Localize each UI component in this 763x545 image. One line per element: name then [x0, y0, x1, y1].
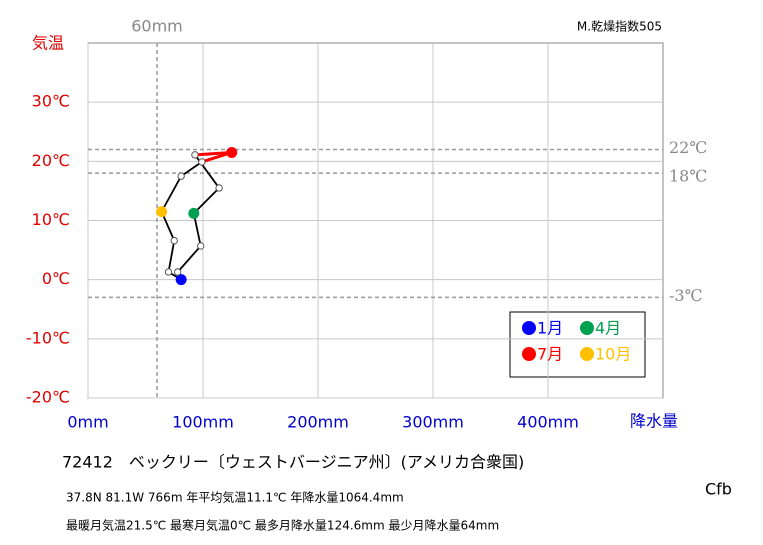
climate-segment — [180, 161, 203, 177]
month-point — [198, 158, 206, 166]
y-tick-label: 30℃ — [32, 92, 70, 111]
legend-label: 4月 — [595, 319, 621, 338]
y-axis-label: 気温 — [32, 34, 64, 53]
month-point-highlight — [156, 206, 168, 218]
legend-label: 10月 — [595, 345, 631, 364]
station-title: 72412 ベックリー〔ウェストバージニア州〕(アメリカ合衆国) — [62, 453, 524, 472]
x-tick-label: 0mm — [67, 413, 108, 432]
legend-marker — [522, 347, 536, 361]
month-point-highlight — [226, 146, 238, 158]
month-point — [177, 172, 185, 180]
koppen: Cfb — [705, 480, 732, 499]
month-point — [197, 242, 205, 250]
legend-marker — [522, 321, 536, 335]
y-tick-label: 10℃ — [32, 210, 70, 229]
y-tick-label: -10℃ — [26, 328, 70, 347]
month-point-highlight — [175, 274, 187, 286]
month-point — [215, 184, 223, 192]
reference-label: 18℃ — [669, 167, 707, 186]
x-tick-label: 300mm — [402, 413, 464, 432]
reference-label: -3℃ — [669, 286, 702, 305]
month-point — [174, 268, 182, 276]
climate-segment — [167, 240, 176, 273]
month-point — [170, 236, 178, 245]
x-axis-label: 降水量 — [630, 412, 678, 431]
climate-segment — [160, 175, 182, 213]
x-tick-label: 200mm — [287, 413, 349, 432]
x-tick-label: 400mm — [517, 413, 579, 432]
aridity-index: M.乾燥指数505 — [577, 19, 662, 34]
info-line: 最暖月気温21.5℃ 最寒月気温0℃ 最多月降水量124.6mm 最少月降水量6… — [66, 518, 499, 533]
reference-label: 60mm — [131, 17, 183, 36]
y-tick-label: 0℃ — [42, 269, 70, 288]
month-point — [191, 151, 199, 159]
legend-label: 7月 — [537, 345, 563, 364]
legend-marker — [580, 347, 594, 361]
legend-label: 1月 — [537, 319, 563, 338]
y-tick-label: -20℃ — [26, 388, 70, 407]
climate-segment — [192, 213, 202, 247]
climate-segment — [193, 187, 220, 215]
month-point-highlight — [188, 207, 200, 219]
climate-segment — [177, 245, 202, 273]
y-tick-label: 20℃ — [32, 151, 70, 170]
reference-label: 22℃ — [669, 138, 707, 157]
legend-marker — [580, 321, 594, 335]
info-line: 37.8N 81.1W 766m 年平均気温11.1℃ 年降水量1064.4mm — [66, 490, 404, 505]
x-tick-label: 100mm — [172, 413, 234, 432]
month-point — [164, 268, 173, 276]
